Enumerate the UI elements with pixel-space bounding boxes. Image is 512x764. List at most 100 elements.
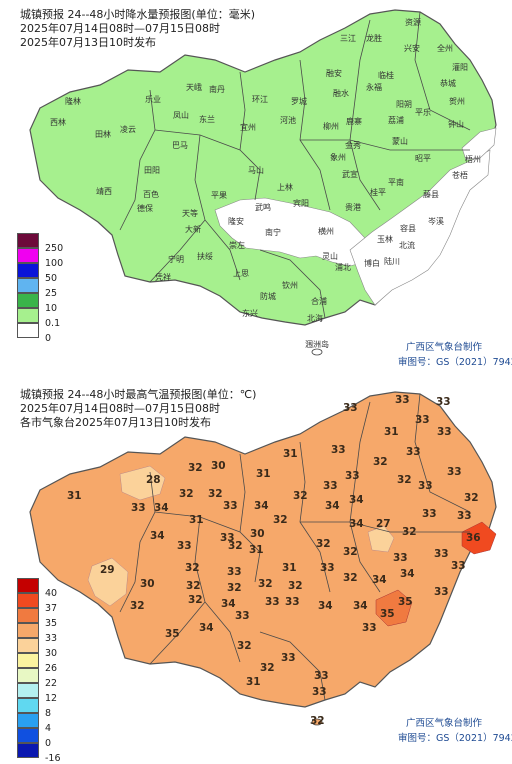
precipitation-map-panel: 城镇预报 24--48小时降水量预报图(单位：毫米) 2025年07月14日08… (0, 0, 512, 380)
temperature-map (29, 391, 497, 726)
city-label: 融安 (326, 69, 342, 78)
legend-label: 40 (45, 588, 58, 599)
precipitation-map (29, 9, 497, 356)
city-label: 涠洲岛 (305, 340, 329, 349)
temp-legend-swatch (17, 578, 39, 593)
city-label: 恭城 (440, 79, 456, 88)
city-label: 东兴 (242, 309, 258, 318)
temp-title: 城镇预报 24--48小时最高气温预报图(单位：℃) (20, 388, 257, 401)
dry-area-east (349, 149, 491, 306)
dry-area-south (214, 197, 373, 267)
city-label: 梧州 (465, 155, 481, 164)
city-label: 宁明 (168, 255, 184, 264)
legend-label: 0 (45, 738, 52, 749)
temp-value: 33 (220, 532, 235, 544)
city-label: 北流 (399, 241, 415, 250)
temp-value: 33 (436, 396, 451, 408)
temp-value: 32 (130, 600, 145, 612)
temp-legend-swatch (17, 653, 39, 668)
city-label: 崇左 (229, 241, 245, 250)
temp-legend-item: 33 (17, 623, 61, 643)
temp-legend: 40 37 35 33 30 26 22 12 8 4 0 -16 (17, 578, 61, 763)
precip-legend-item: 250 (17, 233, 63, 253)
city-label: 河池 (280, 116, 296, 125)
temp-value: 33 (131, 502, 146, 514)
city-label: 融水 (333, 89, 349, 98)
temp-value: 33 (331, 444, 346, 456)
legend-label: 37 (45, 603, 58, 614)
legend-label: 30 (45, 648, 58, 659)
temp-value: 33 (434, 586, 449, 598)
city-label: 凌云 (120, 125, 136, 134)
temp-value: 32 (185, 562, 200, 574)
temp-value: 34 (349, 494, 364, 506)
temp-value: 33 (447, 466, 462, 478)
city-label: 岑溪 (428, 217, 444, 226)
city-label: 宜州 (240, 123, 256, 132)
weizhou-island (311, 348, 323, 356)
precip-credit: 广西区气象台制作 审图号：GS（2021）7942号 (398, 340, 512, 370)
precip-legend-swatch (17, 263, 39, 278)
city-label: 上思 (233, 269, 249, 278)
admin-boundaries-temp (119, 393, 471, 701)
city-label: 陆川 (384, 257, 400, 266)
city-label: 钦州 (282, 281, 298, 290)
temp-value: 28 (146, 474, 161, 486)
city-label: 扶绥 (197, 252, 213, 261)
city-label: 隆安 (228, 217, 244, 226)
temp-value: 31 (246, 676, 261, 688)
city-label: 桂平 (370, 188, 386, 197)
temp-value: 32 (237, 640, 252, 652)
legend-label: 250 (45, 243, 64, 254)
temp-value: 30 (250, 528, 265, 540)
city-label: 西林 (50, 118, 66, 127)
temp-legend-swatch (17, 593, 39, 608)
precip-title: 城镇预报 24--48小时降水量预报图(单位：毫米) (20, 8, 256, 21)
temp-value: 33 (281, 652, 296, 664)
legend-label: -16 (45, 753, 61, 764)
precip-legend-swatch (17, 323, 39, 338)
city-label: 上林 (277, 183, 293, 192)
city-label: 凭祥 (155, 273, 171, 282)
temp-value: 34 (199, 622, 214, 634)
city-label: 大新 (185, 225, 201, 234)
temp-legend-swatch (17, 608, 39, 623)
temp-value: 31 (384, 426, 399, 438)
temp-legend-item: 35 (17, 608, 61, 628)
city-label: 平南 (388, 178, 404, 187)
city-label: 玉林 (377, 235, 393, 244)
city-label: 钟山 (448, 120, 464, 129)
temp-value: 36 (466, 532, 481, 544)
city-label: 北海 (307, 314, 323, 323)
city-label: 隆林 (65, 97, 81, 106)
temp-legend-swatch (17, 713, 39, 728)
temp-legend-swatch (17, 623, 39, 638)
city-label: 合浦 (311, 297, 327, 306)
temp-value: 33 (343, 402, 358, 414)
cool-zone-central (367, 525, 395, 553)
precip-legend-swatch (17, 278, 39, 293)
city-label: 苍梧 (452, 171, 468, 180)
temp-value: 33 (418, 480, 433, 492)
city-label: 柳州 (323, 122, 339, 131)
city-label: 环江 (252, 95, 268, 104)
legend-label: 10 (45, 303, 58, 314)
city-label: 贵港 (345, 203, 361, 212)
city-label: 南宁 (265, 228, 281, 237)
temp-value: 27 (376, 518, 391, 530)
temp-value: 35 (380, 608, 395, 620)
temp-value: 35 (398, 596, 413, 608)
temp-value: 31 (283, 448, 298, 460)
temp-value: 34 (254, 500, 269, 512)
temp-issued: 各市气象台2025年07月13日10时发布 (20, 416, 211, 429)
temp-value: 34 (353, 600, 368, 612)
temp-value: 33 (393, 552, 408, 564)
temp-legend-swatch (17, 638, 39, 653)
city-label: 临桂 (378, 71, 394, 80)
temp-legend-item: 40 (17, 578, 61, 598)
precip-legend-swatch (17, 308, 39, 323)
precip-credit-org: 广西区气象台制作 (406, 342, 483, 353)
temp-legend-item: 8 (17, 698, 61, 718)
city-label: 横州 (318, 227, 334, 236)
temp-value: 31 (256, 468, 271, 480)
